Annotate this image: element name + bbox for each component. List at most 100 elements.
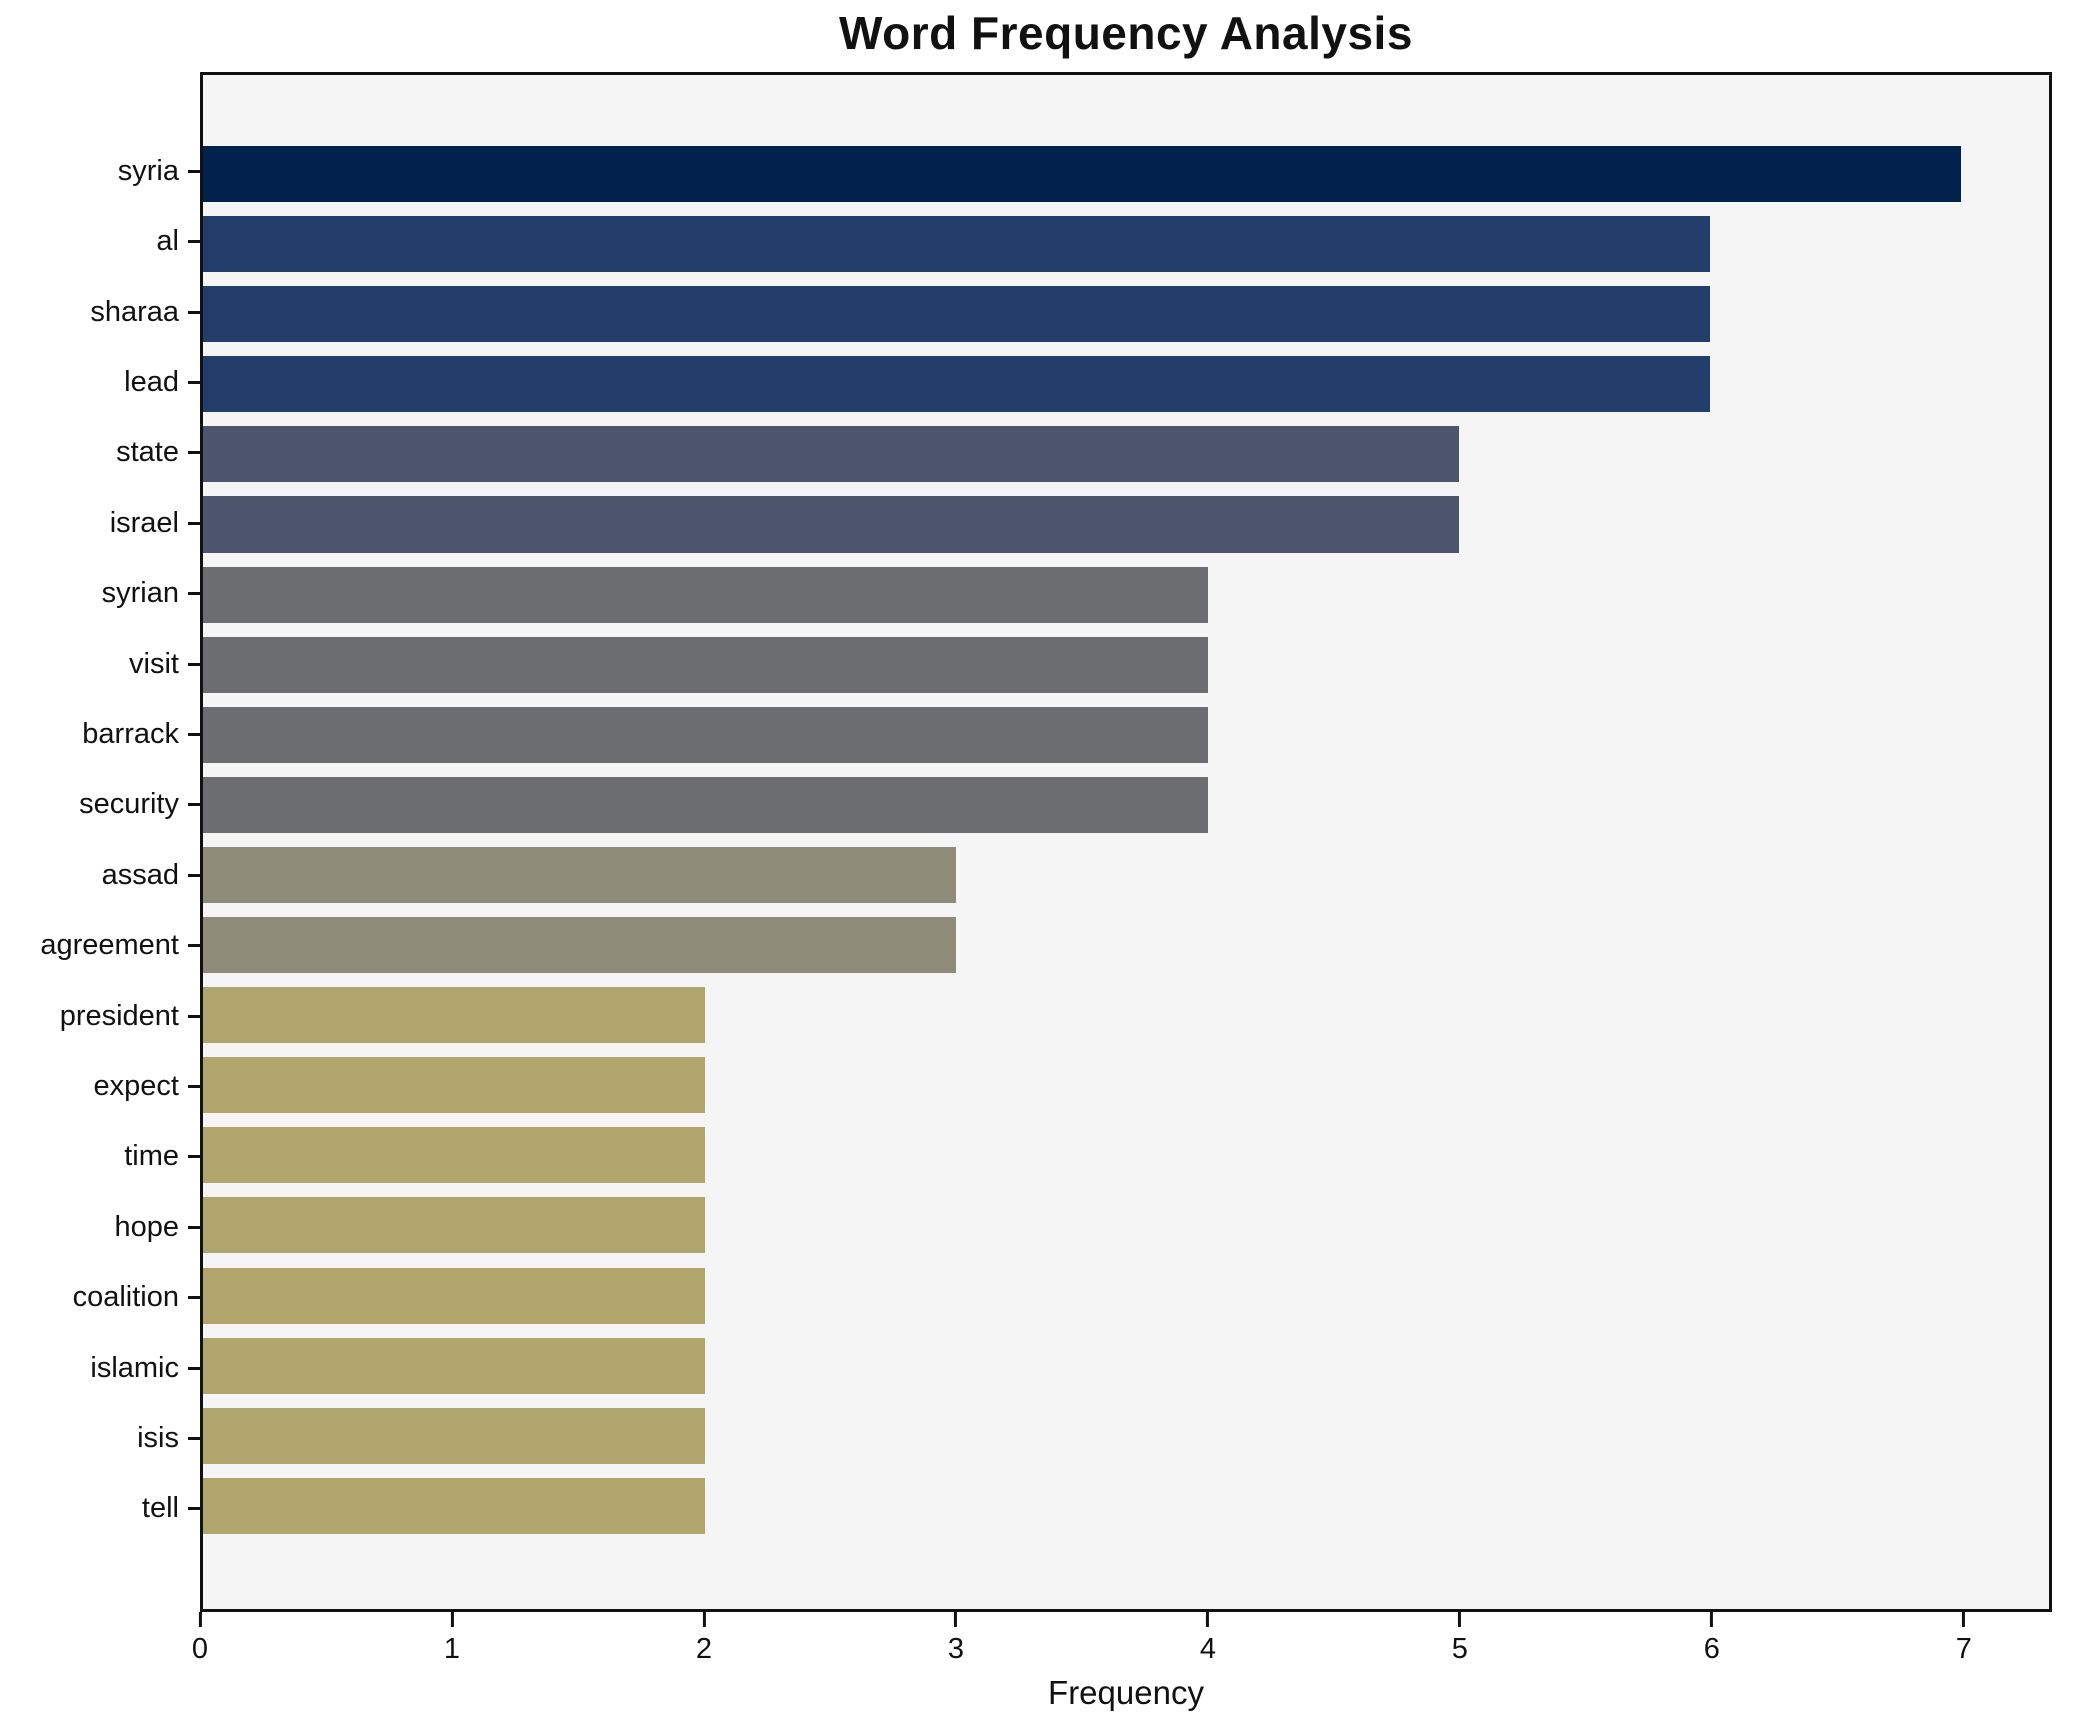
x-tick-mark (1710, 1612, 1714, 1627)
y-tick-label-sharaa: sharaa (90, 295, 179, 328)
y-tick-label-syrian: syrian (101, 577, 179, 610)
y-tick-mark (188, 662, 200, 666)
y-tick-label-isis: isis (137, 1422, 179, 1455)
bar-security (203, 776, 1208, 833)
y-tick-label-president: president (59, 999, 179, 1032)
y-tick-mark (188, 1155, 200, 1159)
y-tick-label-lead: lead (124, 365, 179, 398)
y-tick-label-state: state (116, 436, 179, 469)
y-tick-row: assad (0, 840, 200, 910)
y-tick-mark (188, 240, 200, 244)
y-tick-mark (188, 380, 200, 384)
y-tick-label-agreement: agreement (40, 929, 179, 962)
bar-sharaa (203, 286, 1710, 343)
x-tick-4: 4 (1200, 1612, 1216, 1666)
bar-syrian (203, 566, 1208, 623)
y-tick-label-coalition: coalition (72, 1281, 179, 1314)
x-tick-7: 7 (1956, 1612, 1972, 1666)
y-tick-label-al: al (156, 225, 179, 258)
bar-lead (203, 356, 1710, 413)
bar-row (203, 279, 2049, 349)
x-tick-mark (1962, 1612, 1966, 1627)
y-tick-mark (188, 1366, 200, 1370)
bar-visit (203, 636, 1208, 693)
bar-israel (203, 496, 1459, 553)
x-tick-label: 6 (1703, 1633, 1720, 1665)
bar-row (203, 1050, 2049, 1120)
y-tick-row: sharaa (0, 277, 200, 347)
bar-time (203, 1127, 706, 1184)
y-tick-mark (188, 451, 200, 455)
chart-title: Word Frequency Analysis (839, 7, 1413, 59)
y-tick-row: tell (0, 1474, 200, 1544)
y-tick-row: state (0, 418, 200, 488)
bar-row (203, 560, 2049, 630)
y-tick-mark (188, 1225, 200, 1229)
y-tick-row: security (0, 770, 200, 840)
y-tick-row: syria (0, 136, 200, 206)
bar-agreement (203, 917, 957, 974)
bars-area (203, 75, 2049, 1609)
y-tick-label-tell: tell (141, 1492, 179, 1525)
x-tick-3: 3 (948, 1612, 964, 1666)
plot-area (200, 72, 2052, 1612)
x-tick-5: 5 (1452, 1612, 1468, 1666)
bar-row (203, 700, 2049, 770)
y-tick-mark (188, 1437, 200, 1441)
y-tick-label-time: time (124, 1140, 179, 1173)
bar-row (203, 1331, 2049, 1401)
bar-row (203, 1401, 2049, 1471)
bar-row (203, 630, 2049, 700)
y-tick-mark (188, 1014, 200, 1018)
x-tick-mark (954, 1612, 958, 1627)
y-tick-label-islamic: islamic (90, 1351, 179, 1384)
y-tick-mark (188, 944, 200, 948)
y-tick-mark (188, 310, 200, 314)
y-tick-row: expect (0, 1051, 200, 1121)
bar-president (203, 987, 706, 1044)
y-tick-mark (188, 1084, 200, 1088)
bar-row (203, 1190, 2049, 1260)
x-axis-title: Frequency (1048, 1674, 1204, 1711)
y-tick-label-assad: assad (101, 858, 179, 891)
x-tick-label: 4 (1199, 1633, 1216, 1665)
y-tick-row: israel (0, 488, 200, 558)
bar-row (203, 419, 2049, 489)
bar-row (203, 209, 2049, 279)
y-tick-row: islamic (0, 1333, 200, 1403)
x-tick-1: 1 (444, 1612, 460, 1666)
bar-islamic (203, 1337, 706, 1394)
y-tick-row: hope (0, 1192, 200, 1262)
y-tick-label-syria: syria (117, 154, 179, 187)
bar-barrack (203, 706, 1208, 763)
bar-row (203, 770, 2049, 840)
y-axis-labels: syria al sharaa lead state israel syrian visit b… (0, 72, 200, 1612)
bar-hope (203, 1197, 706, 1254)
bar-row (203, 980, 2049, 1050)
y-tick-label-barrack: barrack (82, 717, 179, 750)
y-tick-mark (188, 592, 200, 596)
y-tick-label-expect: expect (93, 1069, 179, 1102)
y-tick-label-hope: hope (114, 1210, 179, 1243)
bar-row (203, 349, 2049, 419)
y-tick-mark (188, 1296, 200, 1300)
bar-row (203, 1120, 2049, 1190)
x-tick-mark (1458, 1612, 1462, 1627)
bar-state (203, 426, 1459, 483)
x-tick-label: 3 (947, 1633, 964, 1665)
bar-row (203, 1471, 2049, 1541)
y-tick-mark (188, 1507, 200, 1511)
bar-al (203, 216, 1710, 273)
bar-row (203, 139, 2049, 209)
x-tick-mark (198, 1612, 202, 1627)
y-tick-label-israel: israel (109, 506, 179, 539)
bar-row (203, 840, 2049, 910)
bar-isis (203, 1407, 706, 1464)
y-tick-row: time (0, 1122, 200, 1192)
y-tick-mark (188, 803, 200, 807)
x-tick-0: 0 (192, 1612, 208, 1666)
bar-expect (203, 1057, 706, 1114)
y-tick-row: president (0, 981, 200, 1051)
bar-syria (203, 146, 1962, 203)
y-tick-row: al (0, 206, 200, 276)
